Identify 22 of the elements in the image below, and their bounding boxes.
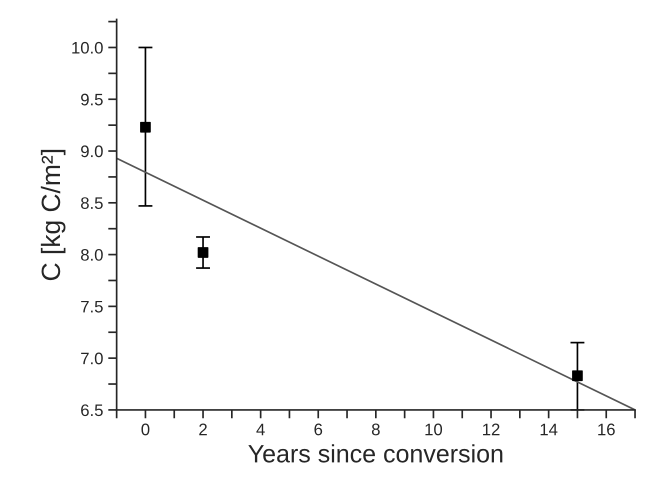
x-tick-label: 4 <box>256 424 265 436</box>
y-tick-label: 7.5 <box>81 300 103 313</box>
y-tick-label: 9.0 <box>81 145 103 158</box>
x-tick-label: 10 <box>425 424 442 436</box>
y-tick-label: 9.5 <box>81 94 103 106</box>
point <box>140 122 151 133</box>
x-tick-label: 14 <box>540 424 558 436</box>
y-tick-label: 10.0 <box>72 42 103 54</box>
y-tick-label: 8.5 <box>81 197 103 210</box>
y-tick-label: 6.5 <box>81 404 103 416</box>
x-tick-label: 6 <box>314 424 322 436</box>
x-tick-label: 8 <box>372 424 380 436</box>
point <box>198 247 208 258</box>
point <box>572 370 583 382</box>
x-tick-label: 16 <box>598 424 615 436</box>
y-axis-title: C [kg C/m²] <box>40 150 66 280</box>
x-tick-label: 12 <box>483 424 500 436</box>
y-tick-label: 7.0 <box>81 352 103 364</box>
y-tick-label: 8.0 <box>81 248 103 261</box>
x-axis-title: Years since conversion <box>248 444 502 463</box>
x-tick-label: 0 <box>141 424 150 436</box>
x-tick-label: 2 <box>199 424 207 436</box>
